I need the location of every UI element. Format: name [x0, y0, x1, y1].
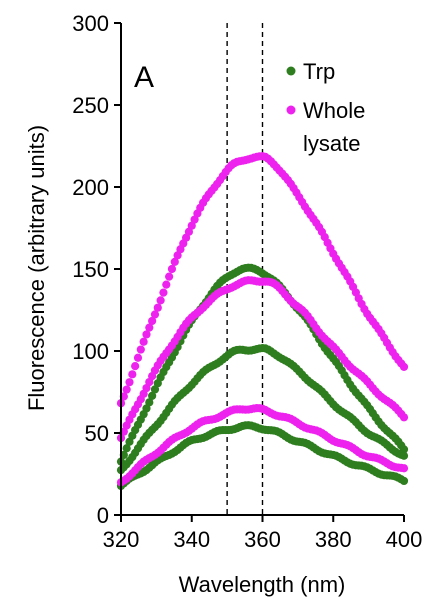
series-3: [116, 421, 409, 491]
y-tick-label: 300: [72, 11, 109, 36]
data-point: [165, 272, 174, 281]
data-point: [125, 378, 134, 387]
x-tick-label: 320: [103, 527, 140, 552]
legend-label-whole: Whole: [303, 98, 365, 123]
data-point: [128, 370, 137, 379]
data-point: [399, 451, 409, 460]
data-point: [170, 257, 179, 266]
series-5: [116, 276, 409, 443]
y-tick-label: 100: [72, 339, 109, 364]
data-point: [142, 330, 151, 339]
legend-label-lysate: lysate: [303, 131, 360, 156]
data-point: [150, 385, 160, 394]
x-axis-title: Wavelength (nm): [179, 572, 346, 597]
x-tick-label: 360: [244, 527, 281, 552]
data-point: [145, 398, 154, 407]
data-point: [148, 316, 157, 326]
data-point: [156, 296, 165, 305]
legend-marker-whole-lysate: [286, 105, 296, 115]
legend-label-trp: Trp: [303, 59, 335, 84]
x-tick-label: 340: [173, 527, 210, 552]
axes: [114, 22, 405, 522]
data-point: [142, 404, 151, 413]
data-point: [399, 464, 409, 473]
data-point: [122, 385, 131, 394]
series-1: [116, 263, 409, 466]
data-point: [131, 362, 140, 371]
tick-labels: 320 340 360 380 400 0 50 100 150 200 250 300: [72, 11, 422, 552]
y-tick-label: 200: [72, 175, 109, 200]
series-6: [116, 404, 409, 487]
data-point: [150, 310, 160, 319]
data-point: [399, 362, 409, 371]
y-tick-label: 250: [72, 93, 109, 118]
y-tick-label: 50: [85, 421, 109, 446]
data-point: [167, 264, 177, 274]
y-tick-label: 0: [97, 503, 109, 528]
x-tick-label: 400: [386, 527, 423, 552]
data-point: [133, 353, 143, 362]
data-point: [159, 288, 168, 297]
x-tick-label: 380: [315, 527, 352, 552]
data-point: [399, 413, 409, 422]
data-point: [136, 345, 145, 354]
data-point: [153, 303, 162, 312]
legend: Trp Whole lysate: [286, 59, 365, 156]
data-point: [399, 476, 409, 486]
legend-marker-trp: [286, 66, 296, 76]
y-tick-label: 150: [72, 257, 109, 282]
data-points: [116, 152, 409, 491]
data-point: [148, 391, 157, 401]
data-point: [187, 221, 196, 230]
data-point: [145, 323, 154, 332]
y-axis-title: Fluorescence (arbitrary units): [24, 125, 49, 411]
series-2: [116, 343, 409, 475]
data-point: [162, 280, 171, 289]
data-point: [122, 444, 131, 453]
series-4: [116, 152, 409, 408]
panel-label: A: [134, 61, 154, 94]
data-point: [139, 337, 148, 346]
